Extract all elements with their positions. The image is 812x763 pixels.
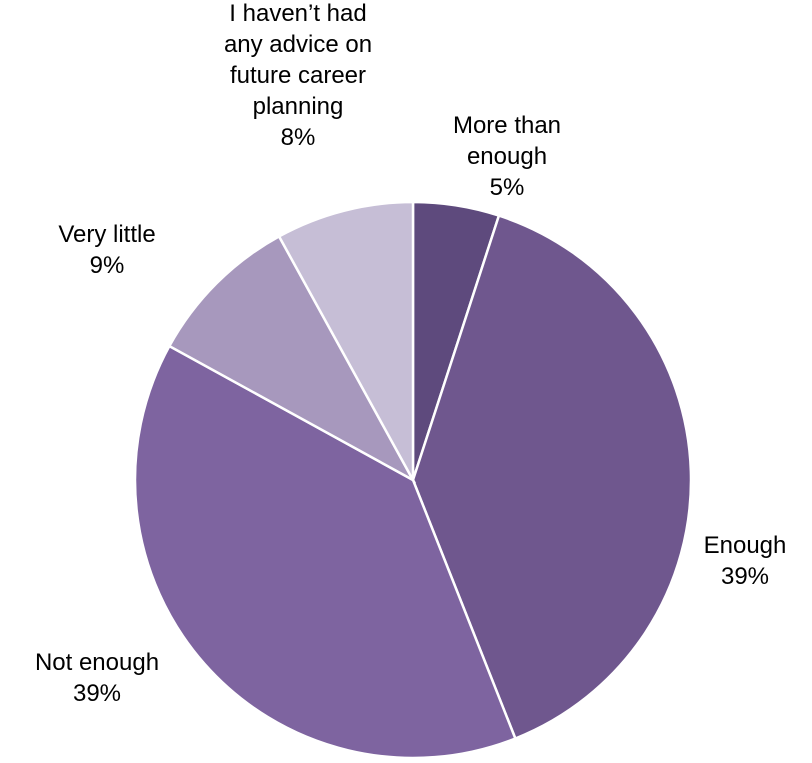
pie-slices bbox=[133, 200, 693, 760]
pie-slice-enough bbox=[411, 214, 693, 741]
pie-label-i-haven-t-had-any-advice-on-future-career-planning: I haven’t had any advice on future career p… bbox=[224, 0, 372, 151]
pie-label-more-than-enough: More than enough 5% bbox=[453, 112, 561, 201]
pie-slice-very-little bbox=[167, 234, 417, 484]
pie-label-not-enough: Not enough 39% bbox=[35, 649, 159, 707]
pie-labels: More than enough 5% Enough 39% Not enough 39% V… bbox=[35, 0, 786, 707]
pie-slice-not-enough bbox=[133, 344, 517, 760]
pie-label-enough: Enough 39% bbox=[704, 532, 787, 590]
pie-label-very-little: Very little 9% bbox=[58, 221, 155, 279]
pie-slice-i-haven-t-had-any-advice-on-future-career-planning bbox=[277, 200, 415, 481]
